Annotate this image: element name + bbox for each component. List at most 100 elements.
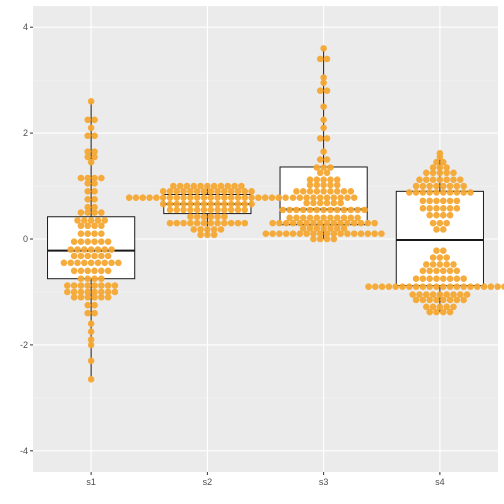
data-point (200, 200, 208, 208)
data-point (87, 320, 95, 328)
data-point (91, 222, 98, 230)
data-point (87, 376, 95, 383)
data-point (433, 197, 440, 205)
data-point (70, 238, 78, 245)
data-point (436, 261, 444, 268)
data-point (333, 181, 341, 189)
data-point (433, 275, 440, 283)
data-point (173, 188, 181, 195)
data-point (419, 283, 427, 290)
data-point (248, 200, 255, 208)
data-point (217, 182, 225, 190)
data-point (426, 182, 433, 190)
data-point (84, 275, 92, 283)
data-point (422, 176, 430, 183)
data-point (446, 275, 454, 283)
y-tick-label: 4 (23, 22, 28, 32)
x-tick-label-s3: s3 (319, 477, 329, 487)
data-point (439, 267, 447, 275)
data-point (227, 200, 235, 208)
data-point (378, 283, 386, 290)
data-point (433, 308, 440, 316)
data-point (323, 55, 331, 63)
data-point (214, 200, 221, 208)
data-point (453, 189, 461, 196)
data-point (433, 283, 440, 290)
data-point (306, 206, 314, 214)
data-point (180, 206, 187, 214)
y-axis: -4 -2 0 2 4 (20, 22, 33, 456)
data-point (193, 200, 201, 208)
data-point (70, 288, 78, 296)
data-point (439, 211, 447, 219)
data-point (77, 275, 85, 283)
data-point (170, 182, 177, 190)
data-point (320, 188, 327, 195)
data-point (84, 209, 92, 216)
data-point (333, 188, 341, 195)
data-point (98, 238, 105, 245)
data-point (296, 219, 304, 227)
data-point (187, 200, 194, 208)
data-point (429, 169, 437, 177)
data-point (412, 275, 420, 283)
data-point (320, 103, 327, 110)
data-point (94, 259, 102, 267)
data-point (467, 283, 474, 290)
data-point (241, 188, 249, 195)
data-point (354, 214, 361, 222)
data-point (330, 199, 338, 207)
data-point (316, 194, 324, 201)
data-point (241, 206, 249, 214)
data-point (426, 204, 433, 212)
data-point (187, 219, 194, 227)
data-point (227, 206, 235, 214)
data-point (210, 226, 218, 233)
data-point (306, 181, 314, 189)
data-point (98, 288, 105, 296)
data-point (439, 197, 447, 205)
data-point (91, 301, 98, 309)
data-point (187, 194, 194, 201)
data-point (84, 148, 92, 155)
data-point (436, 291, 444, 298)
data-point (262, 230, 270, 238)
points-s2 (125, 182, 289, 239)
data-point (255, 194, 262, 201)
data-point (439, 189, 447, 196)
data-point (91, 309, 98, 317)
data-point (70, 282, 78, 289)
data-point (187, 188, 194, 195)
data-point (446, 204, 454, 212)
data-point (460, 182, 467, 190)
data-point (340, 214, 348, 222)
data-point (323, 199, 331, 207)
data-point (286, 214, 293, 222)
data-point (350, 230, 358, 238)
data-point (64, 282, 71, 289)
data-point (320, 124, 327, 132)
data-point (436, 254, 444, 261)
data-point (200, 194, 208, 201)
data-point (327, 206, 334, 214)
data-point (111, 282, 119, 289)
data-point (214, 219, 221, 227)
data-point (446, 296, 454, 304)
data-point (313, 164, 321, 171)
data-point (453, 204, 461, 212)
data-point (91, 148, 98, 155)
data-point (91, 180, 98, 187)
data-point (261, 194, 269, 201)
data-point (453, 197, 461, 205)
data-point (313, 176, 321, 183)
data-point (333, 176, 341, 183)
data-point (473, 283, 481, 290)
data-point (439, 247, 447, 254)
data-point (193, 213, 201, 221)
data-point (153, 194, 160, 201)
data-point (166, 206, 174, 214)
data-point (344, 194, 351, 201)
data-point (371, 230, 378, 238)
data-point (146, 194, 153, 201)
y-tick-label: -4 (20, 446, 28, 456)
